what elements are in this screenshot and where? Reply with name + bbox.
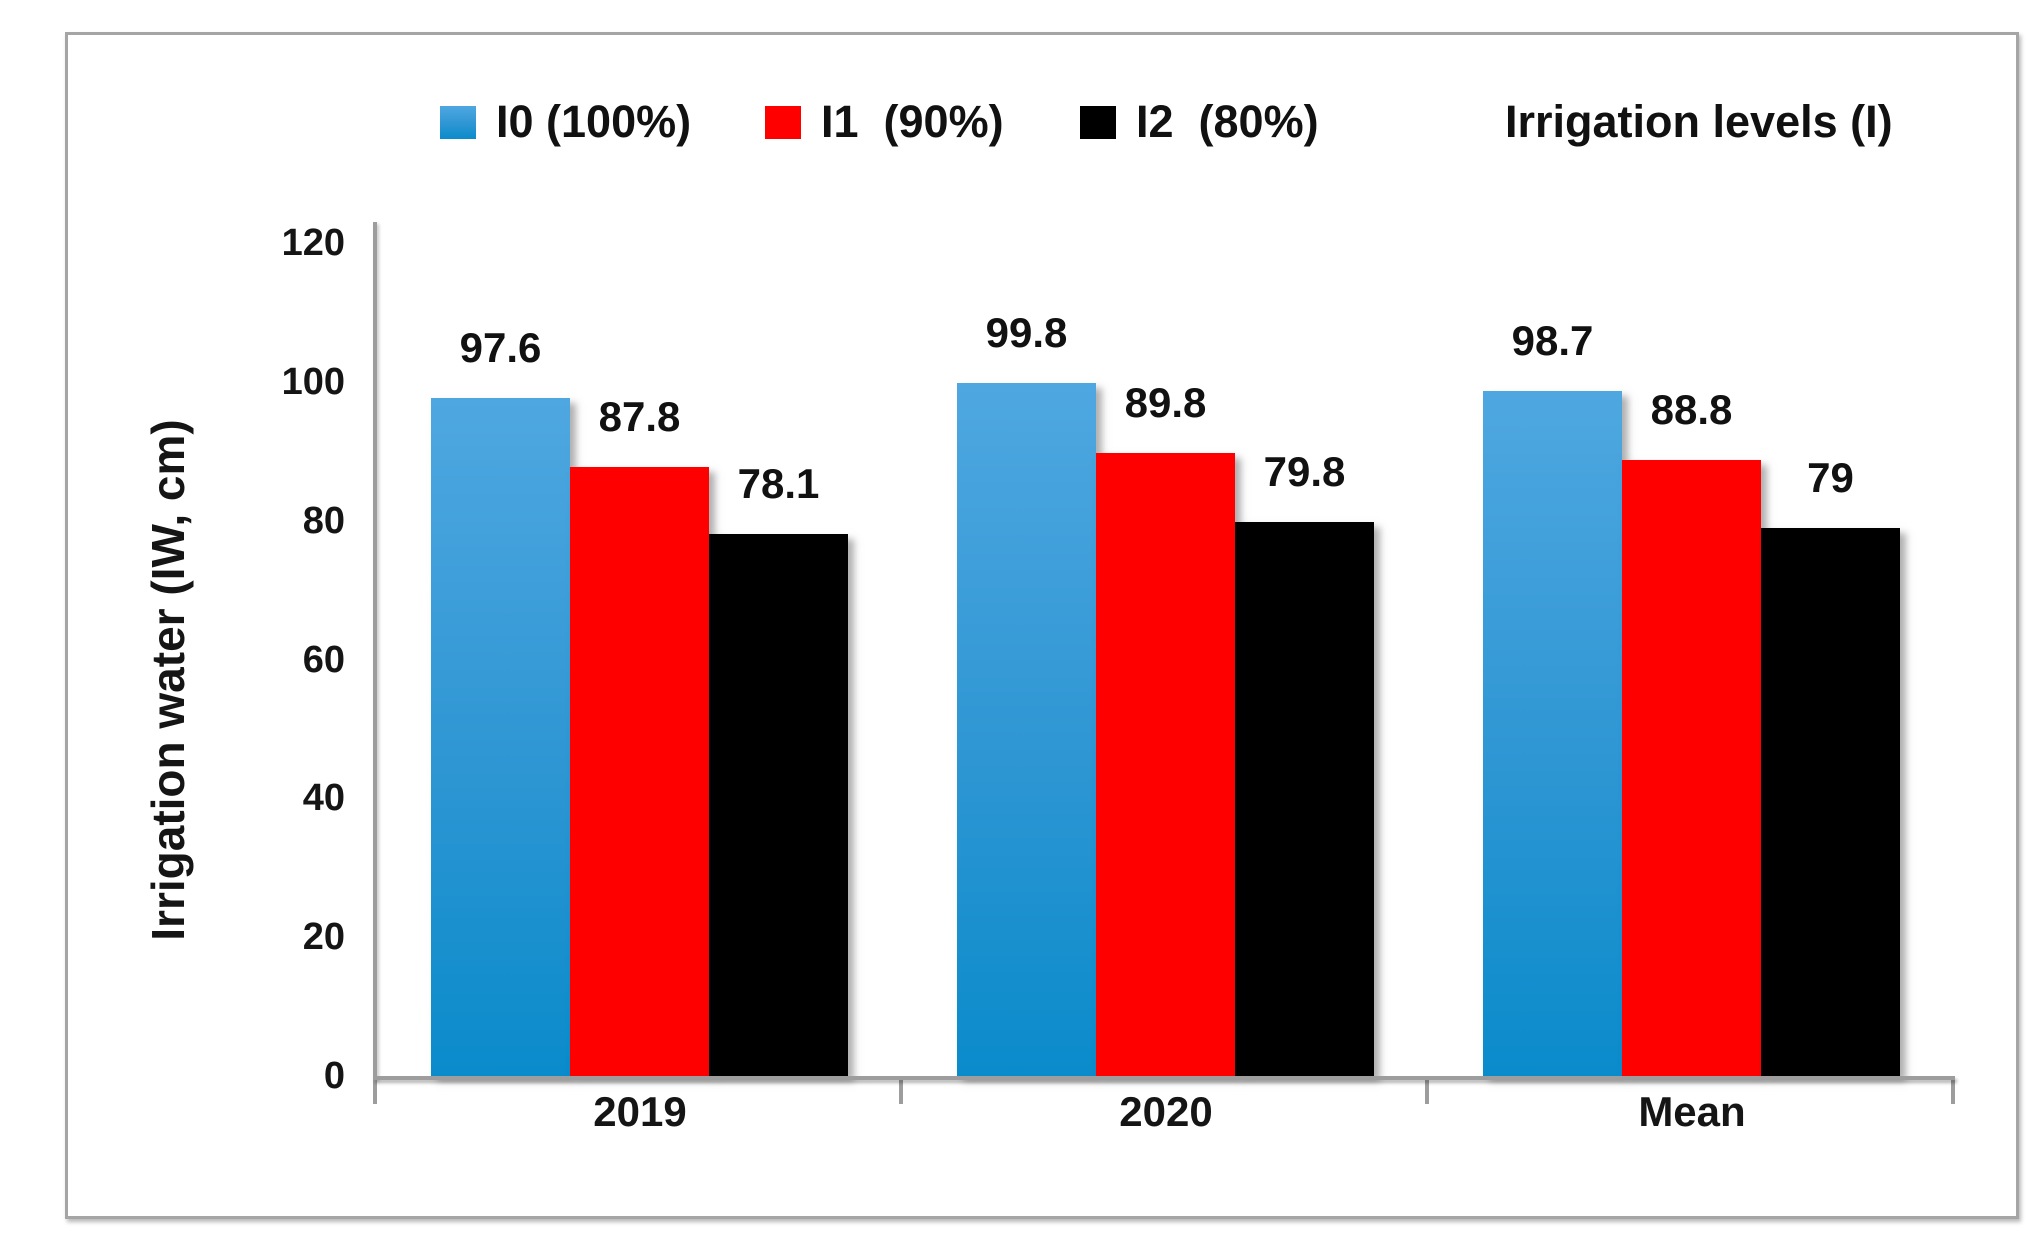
x-axis-line (373, 1076, 1955, 1080)
chart-frame: I0 (100%) I1 (90%) I2 (80%) Irrigation l… (65, 32, 2019, 1219)
x-axis-tick (899, 1080, 903, 1104)
category-label: 2019 (593, 1088, 687, 1135)
bar-value-label: 97.6 (459, 324, 542, 372)
y-tick-label: 100 (281, 360, 345, 403)
bar-2020-i0 (957, 383, 1096, 1076)
bar-2020-i2 (1235, 522, 1374, 1076)
y-axis-title: Irrigation water (IW, cm) (142, 419, 194, 941)
y-tick-label: 0 (323, 1055, 345, 1097)
legend-swatch-i2-icon (1080, 105, 1116, 139)
y-tick-label: 20 (302, 916, 345, 959)
legend-item-i2: I2 (80%) (1080, 98, 1319, 146)
bar-2019-i0 (431, 398, 570, 1076)
legend-title: Irrigation levels (I) (1505, 96, 1893, 147)
bar-value-label: 89.8 (1124, 378, 1207, 426)
legend-item-i1: I1 (90%) (765, 98, 1004, 146)
legend-item-i0: I0 (100%) (440, 98, 691, 146)
bar-value-label: 88.8 (1650, 385, 1733, 433)
y-tick-label: 80 (302, 499, 345, 542)
legend-label-i1: I1 (90%) (821, 96, 1004, 147)
bar-value-label: 79 (1807, 453, 1854, 501)
bar-2019-i2 (709, 533, 848, 1076)
bar-value-label: 87.8 (598, 392, 681, 440)
x-axis-tick (1425, 1080, 1429, 1104)
legend-swatch-i1-icon (765, 105, 801, 139)
legend-label-i0: I0 (100%) (496, 96, 692, 147)
bar-Mean-i2 (1761, 527, 1900, 1076)
x-axis-tick (1951, 1080, 1955, 1104)
y-tick-label: 60 (302, 638, 345, 681)
bar-value-label: 99.8 (985, 309, 1068, 357)
bar-Mean-i0 (1483, 390, 1622, 1076)
legend-label-i2: I2 (80%) (1136, 96, 1319, 147)
x-axis-tick (373, 1080, 377, 1104)
y-tick-label: 120 (281, 222, 345, 264)
y-axis-line (373, 222, 377, 1080)
bar-value-label: 98.7 (1511, 316, 1594, 364)
y-tick-label: 40 (302, 777, 345, 820)
bar-2020-i1 (1096, 452, 1235, 1076)
legend-swatch-i0-icon (440, 105, 476, 139)
category-label: Mean (1638, 1088, 1746, 1135)
bar-value-label: 79.8 (1263, 448, 1346, 496)
category-label: 2020 (1119, 1088, 1213, 1135)
bar-2019-i1 (570, 466, 709, 1076)
bar-value-label: 78.1 (737, 459, 820, 507)
bar-Mean-i1 (1622, 459, 1761, 1076)
